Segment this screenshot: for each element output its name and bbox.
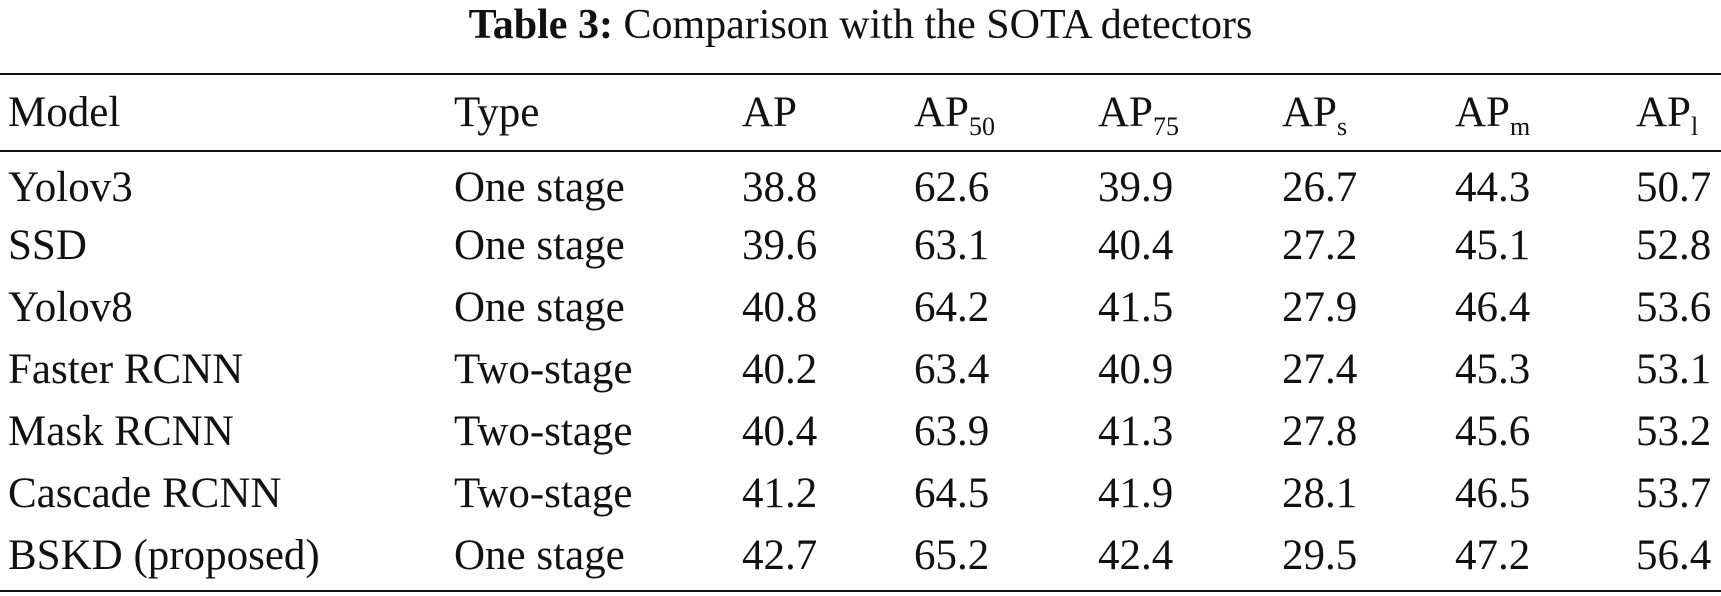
cell-type: One stage <box>454 283 625 331</box>
cell-ap50: 62.6 <box>914 163 990 211</box>
header-ap: AP <box>742 89 797 136</box>
header-rule <box>0 150 1721 152</box>
caption-label: Table 3: <box>468 2 613 48</box>
cell-ap50: 65.2 <box>914 531 990 579</box>
cell-ap75: 40.4 <box>1098 221 1174 269</box>
cell-apl: 53.1 <box>1636 345 1712 393</box>
cell-aps: 26.7 <box>1282 163 1358 211</box>
table-row: BSKD (proposed) One stage 42.7 65.2 42.4… <box>0 524 1721 586</box>
header-apl: APl <box>1636 89 1699 141</box>
header-apm: APm <box>1455 89 1531 141</box>
results-table: Model Type AP AP50 AP75 APs APm APl Yolo… <box>0 73 1721 586</box>
cell-model: SSD <box>8 221 87 269</box>
table-row: Yolov3 One stage 38.8 62.6 39.9 26.7 44.… <box>0 152 1721 214</box>
cell-type: One stage <box>454 163 625 211</box>
cell-model: Cascade RCNN <box>8 469 282 517</box>
cell-type: One stage <box>454 221 625 269</box>
table-caption: Table 3: Comparison with the SOTA detect… <box>0 2 1721 48</box>
cell-model: Yolov8 <box>8 283 133 331</box>
header-model: Model <box>8 89 121 136</box>
cell-ap75: 41.3 <box>1098 407 1174 455</box>
cell-apm: 46.5 <box>1455 469 1531 517</box>
cell-ap: 40.8 <box>742 283 818 331</box>
header-ap50: AP50 <box>914 89 995 141</box>
table-row: Yolov8 One stage 40.8 64.2 41.5 27.9 46.… <box>0 276 1721 338</box>
cell-ap75: 42.4 <box>1098 531 1174 579</box>
cell-apl: 53.2 <box>1636 407 1712 455</box>
header-aps: APs <box>1282 89 1348 141</box>
cell-type: Two-stage <box>454 407 633 455</box>
cell-apl: 56.4 <box>1636 531 1712 579</box>
cell-aps: 27.8 <box>1282 407 1358 455</box>
cell-ap: 40.4 <box>742 407 818 455</box>
table-row: Faster RCNN Two-stage 40.2 63.4 40.9 27.… <box>0 338 1721 400</box>
top-rule <box>0 73 1721 75</box>
cell-ap75: 41.9 <box>1098 469 1174 517</box>
table-row: Cascade RCNN Two-stage 41.2 64.5 41.9 28… <box>0 462 1721 524</box>
cell-apm: 47.2 <box>1455 531 1531 579</box>
cell-apl: 53.6 <box>1636 283 1712 331</box>
cell-ap: 38.8 <box>742 163 818 211</box>
header-type: Type <box>454 89 540 136</box>
cell-ap75: 41.5 <box>1098 283 1174 331</box>
cell-aps: 27.4 <box>1282 345 1358 393</box>
cell-type: One stage <box>454 531 625 579</box>
table-row: SSD One stage 39.6 63.1 40.4 27.2 45.1 5… <box>0 214 1721 276</box>
cell-ap: 39.6 <box>742 221 818 269</box>
cell-apl: 53.7 <box>1636 469 1712 517</box>
cell-model: BSKD (proposed) <box>8 531 320 579</box>
cell-apm: 44.3 <box>1455 163 1531 211</box>
header-ap75: AP75 <box>1098 89 1179 141</box>
cell-ap50: 63.4 <box>914 345 990 393</box>
cell-aps: 27.2 <box>1282 221 1358 269</box>
cell-type: Two-stage <box>454 469 633 517</box>
cell-apl: 50.7 <box>1636 163 1712 211</box>
cell-type: Two-stage <box>454 345 633 393</box>
cell-ap75: 39.9 <box>1098 163 1174 211</box>
cell-apm: 45.6 <box>1455 407 1531 455</box>
cell-apm: 45.1 <box>1455 221 1531 269</box>
caption-text: Comparison with the SOTA detectors <box>623 2 1253 48</box>
cell-model: Yolov3 <box>8 163 133 211</box>
table-header-row: Model Type AP AP50 AP75 APs APm APl <box>0 73 1721 152</box>
cell-ap75: 40.9 <box>1098 345 1174 393</box>
cell-model: Mask RCNN <box>8 407 234 455</box>
cell-apl: 52.8 <box>1636 221 1712 269</box>
cell-apm: 46.4 <box>1455 283 1531 331</box>
cell-ap: 40.2 <box>742 345 818 393</box>
cell-ap: 42.7 <box>742 531 818 579</box>
cell-apm: 45.3 <box>1455 345 1531 393</box>
cell-ap50: 63.1 <box>914 221 990 269</box>
cell-ap50: 63.9 <box>914 407 990 455</box>
table-row: Mask RCNN Two-stage 40.4 63.9 41.3 27.8 … <box>0 400 1721 462</box>
cell-ap50: 64.2 <box>914 283 990 331</box>
cell-aps: 27.9 <box>1282 283 1358 331</box>
cell-ap: 41.2 <box>742 469 818 517</box>
cell-ap50: 64.5 <box>914 469 990 517</box>
bottom-rule <box>0 590 1721 592</box>
cell-aps: 29.5 <box>1282 531 1358 579</box>
cell-aps: 28.1 <box>1282 469 1358 517</box>
cell-model: Faster RCNN <box>8 345 244 393</box>
